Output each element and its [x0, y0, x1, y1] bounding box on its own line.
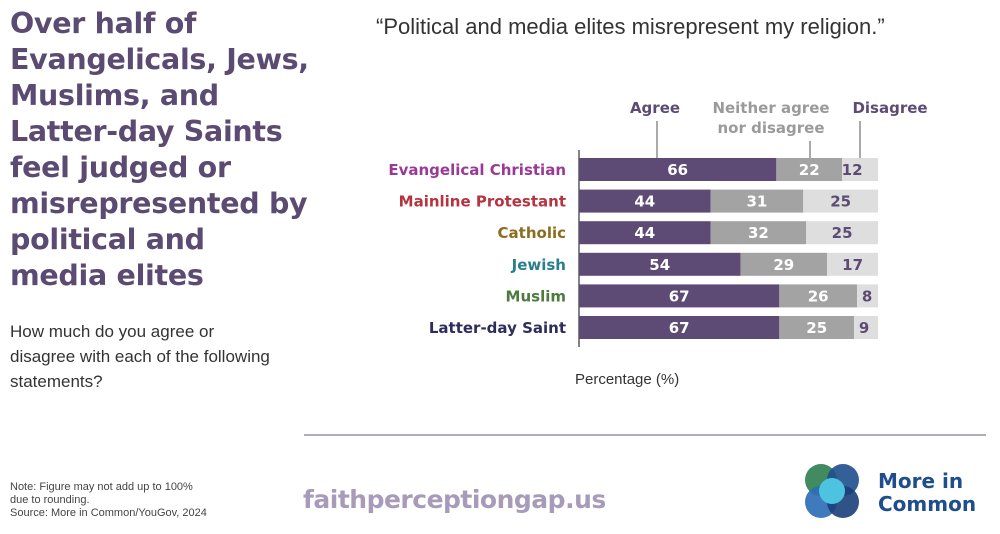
legend-label-0-0: Agree	[630, 99, 680, 117]
logo-line-2: Common	[878, 492, 977, 516]
source-line: Source: More in Common/YouGov, 2024	[10, 507, 207, 519]
logo-wordmark: More in Common	[878, 470, 998, 516]
logo-line-1: More in	[878, 469, 964, 493]
bar-segment	[579, 252, 741, 276]
data-label: 8	[862, 287, 872, 305]
data-label: 9	[859, 319, 869, 337]
data-label: 26	[808, 287, 829, 305]
legend-label-2-0: Disagree	[852, 99, 927, 117]
category-label: Jewish	[511, 256, 566, 274]
bar-segment	[857, 284, 878, 308]
bar-segment	[776, 158, 843, 181]
four-circle-logo-icon	[805, 464, 859, 518]
bar-segment	[579, 158, 777, 181]
bar-segment	[740, 252, 828, 276]
data-label: 44	[634, 224, 655, 242]
bar-segment	[579, 284, 780, 308]
data-label: 32	[748, 224, 769, 242]
category-label: Mainline Protestant	[399, 193, 566, 211]
data-label: 54	[649, 256, 670, 274]
data-label: 25	[832, 224, 853, 242]
bar-segment	[579, 189, 711, 213]
note-line-2: due to rounding.	[10, 494, 90, 506]
chart-title: “Political and media elites misrepresent…	[376, 14, 885, 39]
data-label: 67	[669, 319, 690, 337]
legend-label-1-1: nor disagree	[717, 119, 824, 137]
x-axis-label: Percentage (%)	[575, 371, 679, 388]
data-label: 31	[746, 193, 767, 211]
category-label: Catholic	[498, 224, 566, 242]
data-label: 12	[842, 161, 863, 179]
data-label: 66	[667, 161, 688, 179]
data-label: 44	[634, 193, 655, 211]
bar-segment	[854, 316, 878, 339]
bar-segment	[827, 252, 878, 276]
bar-segment	[842, 158, 878, 181]
category-label: Latter-day Saint	[429, 319, 566, 337]
data-label: 29	[773, 256, 794, 274]
bar-segment	[710, 221, 807, 245]
website-link[interactable]: faithperceptiongap.us	[303, 485, 606, 514]
data-label: 67	[669, 287, 690, 305]
headline: Over half of Evangelicals, Jews, Muslims…	[10, 7, 309, 292]
footnote: Note: Figure may not add up to 100% due …	[10, 481, 270, 520]
note-line-1: Note: Figure may not add up to 100%	[10, 481, 193, 493]
bar-segment	[579, 316, 780, 339]
category-label: Muslim	[506, 287, 566, 305]
divider	[304, 434, 986, 436]
bar-segment	[579, 221, 711, 245]
bar-segment	[803, 189, 878, 213]
bar-segment	[779, 284, 858, 308]
survey-question: How much do you agree or disagree with e…	[10, 322, 270, 391]
bar-segment	[806, 221, 878, 245]
legend-label-1-0: Neither agree	[712, 99, 829, 117]
data-label: 17	[842, 256, 863, 274]
bar-segment	[710, 189, 804, 213]
bar-segment	[779, 316, 855, 339]
data-label: 25	[806, 319, 827, 337]
category-label: Evangelical Christian	[388, 161, 566, 179]
data-label: 22	[799, 161, 820, 179]
data-label: 25	[830, 193, 851, 211]
